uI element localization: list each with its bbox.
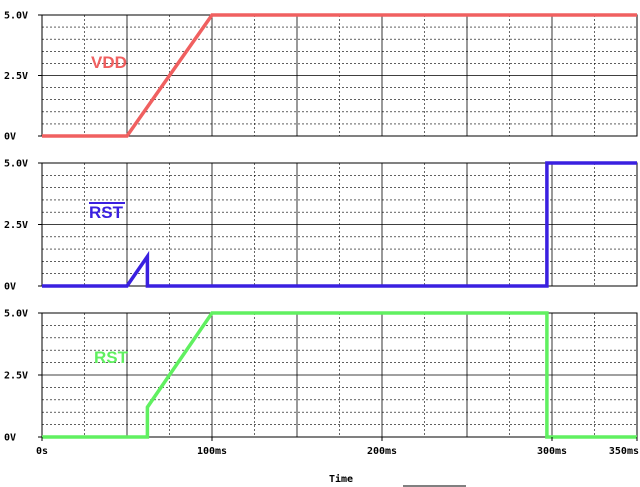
y-tick-label: 2.5V: [4, 371, 28, 382]
panel-VDD: 0V 2.5V 5.0V VDD: [4, 11, 638, 143]
x-tick-label: 100ms: [197, 446, 227, 457]
panels: 0V 2.5V 5.0V VDD 0V 2.5V 5.0V RST 0V 2.5V 5.0V RST: [4, 11, 638, 444]
x-tick-label: 200ms: [367, 446, 397, 457]
y-tick-label: 2.5V: [4, 71, 28, 82]
series-line-RST: [42, 311, 637, 439]
panel-RST: 0V 2.5V 5.0V RST: [4, 309, 638, 444]
series-label-VDD: VDD: [91, 53, 127, 72]
series-label-RST-bar: RST: [89, 203, 124, 222]
y-tick-label: 5.0V: [4, 11, 28, 22]
x-tick-label: 0s: [36, 446, 48, 457]
y-tick-label: 2.5V: [4, 220, 28, 231]
series-line-VDD: [42, 13, 637, 138]
y-tick-label: 0V: [4, 132, 16, 143]
y-tick-label: 0V: [4, 282, 16, 293]
y-tick-label: 5.0V: [4, 309, 28, 320]
x-tick-label: 350ms: [609, 446, 639, 457]
x-axis: 0s 100ms 200ms 300ms 350ms: [36, 437, 639, 487]
y-tick-label: 5.0V: [4, 159, 28, 170]
series-line-RST-bar: [42, 161, 637, 288]
y-tick-label: 0V: [4, 433, 16, 444]
series-label-RST: RST: [94, 348, 129, 367]
panel-RST-bar: 0V 2.5V 5.0V RST: [4, 159, 638, 293]
x-tick-label: 300ms: [537, 446, 567, 457]
x-axis-title: Time: [329, 473, 353, 485]
